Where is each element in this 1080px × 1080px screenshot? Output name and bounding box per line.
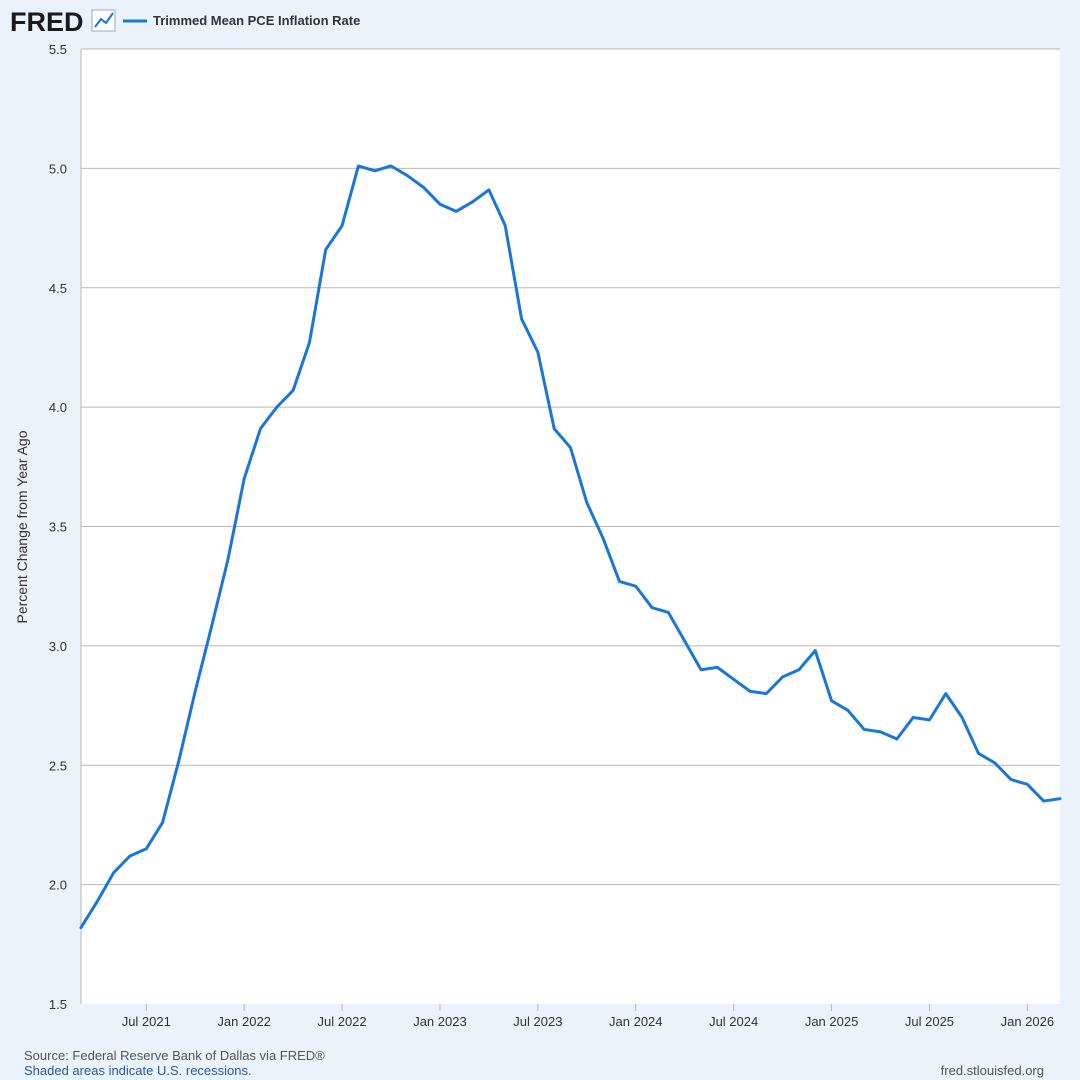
y-tick-label: 5.5 xyxy=(49,42,67,57)
data-point xyxy=(340,224,344,227)
y-tick-label: 4.5 xyxy=(49,281,67,296)
data-point xyxy=(259,427,262,430)
y-tick-label: 3.0 xyxy=(49,639,67,654)
data-point xyxy=(634,584,637,588)
data-point xyxy=(357,164,360,168)
data-point xyxy=(748,690,752,693)
data-point xyxy=(210,625,213,628)
data-point xyxy=(438,202,442,206)
y-tick-label: 1.5 xyxy=(49,997,67,1012)
data-point xyxy=(389,164,393,168)
data-point xyxy=(226,558,230,562)
data-point xyxy=(1009,778,1013,781)
grid-lines xyxy=(81,48,1060,886)
data-point xyxy=(96,900,99,903)
data-point xyxy=(667,611,670,614)
data-point xyxy=(569,446,572,449)
fred-logo[interactable]: FRED xyxy=(10,7,84,37)
data-point xyxy=(1042,799,1045,803)
x-axis: Jul 2021 Jan 2022 Jul 2022 Jan 2023 Jul 2023… xyxy=(122,1004,1054,1029)
x-tick-label: Jan 2024 xyxy=(609,1014,663,1029)
data-point xyxy=(1058,797,1062,800)
data-point xyxy=(406,174,409,177)
x-tick-label: Jan 2023 xyxy=(413,1014,467,1029)
recession-note[interactable]: Shaded areas indicate U.S. recessions. xyxy=(24,1063,252,1078)
data-point xyxy=(830,699,833,702)
x-tick-label: Jul 2023 xyxy=(513,1014,562,1029)
data-point xyxy=(846,709,850,712)
data-point xyxy=(960,716,964,719)
data-point xyxy=(928,718,931,722)
data-point xyxy=(765,692,768,695)
line-chart-icon xyxy=(91,9,116,32)
data-point xyxy=(275,405,278,409)
data-point xyxy=(618,580,621,583)
y-axis: 1.5 2.0 2.5 3.0 3.5 4.0 4.5 5.0 5.5 xyxy=(49,42,67,1012)
data-point xyxy=(177,759,181,762)
x-tick-label: Jul 2024 xyxy=(709,1014,758,1029)
data-point xyxy=(879,730,882,734)
data-point xyxy=(455,210,458,213)
data-point xyxy=(601,537,605,540)
data-point xyxy=(683,639,686,643)
data-point xyxy=(161,821,164,824)
x-tick-label: Jan 2025 xyxy=(805,1014,859,1029)
series-points xyxy=(79,164,1062,929)
data-point xyxy=(781,675,784,679)
data-point xyxy=(732,678,735,681)
x-tick-label: Jan 2026 xyxy=(1001,1014,1055,1029)
y-tick-label: 4.0 xyxy=(49,400,67,415)
y-axis-title: Percent Change from Year Ago xyxy=(14,430,30,623)
data-point xyxy=(895,737,899,741)
y-tick-label: 2.0 xyxy=(49,878,67,893)
data-point xyxy=(585,501,589,504)
data-point xyxy=(552,427,556,430)
x-tick-label: Jul 2025 xyxy=(905,1014,954,1029)
y-tick-label: 2.5 xyxy=(49,758,67,773)
x-tick-label: Jan 2022 xyxy=(217,1014,271,1029)
data-point xyxy=(911,716,915,719)
data-point xyxy=(944,692,947,695)
data-point xyxy=(112,871,115,874)
data-point xyxy=(520,317,523,320)
x-tick-label: Jul 2021 xyxy=(122,1014,171,1029)
data-point xyxy=(145,847,148,851)
source-note: Source: Federal Reserve Bank of Dallas v… xyxy=(24,1048,325,1063)
data-point xyxy=(79,926,83,929)
data-point xyxy=(487,188,491,192)
data-point xyxy=(797,668,801,671)
site-link[interactable]: fred.stlouisfed.org xyxy=(940,1063,1044,1078)
y-tick-label: 3.5 xyxy=(49,520,67,535)
data-point xyxy=(194,690,197,693)
data-point xyxy=(536,351,540,354)
legend-label: Trimmed Mean PCE Inflation Rate xyxy=(153,13,360,28)
data-point xyxy=(291,389,295,392)
data-point xyxy=(373,169,376,172)
data-point xyxy=(814,649,817,652)
data-point xyxy=(993,761,996,765)
data-point xyxy=(863,728,866,731)
data-point xyxy=(977,752,980,755)
data-point xyxy=(128,854,132,858)
data-point xyxy=(699,668,703,671)
data-point xyxy=(504,224,507,227)
legend[interactable]: Trimmed Mean PCE Inflation Rate xyxy=(123,13,360,28)
data-point xyxy=(242,477,246,480)
data-point xyxy=(471,200,474,203)
data-point xyxy=(422,186,425,189)
data-point xyxy=(716,666,719,669)
data-point xyxy=(324,248,327,251)
y-tick-label: 5.0 xyxy=(49,161,67,176)
data-point xyxy=(1026,783,1029,786)
x-tick-label: Jul 2022 xyxy=(317,1014,366,1029)
data-point xyxy=(650,606,654,609)
data-point xyxy=(308,341,311,344)
